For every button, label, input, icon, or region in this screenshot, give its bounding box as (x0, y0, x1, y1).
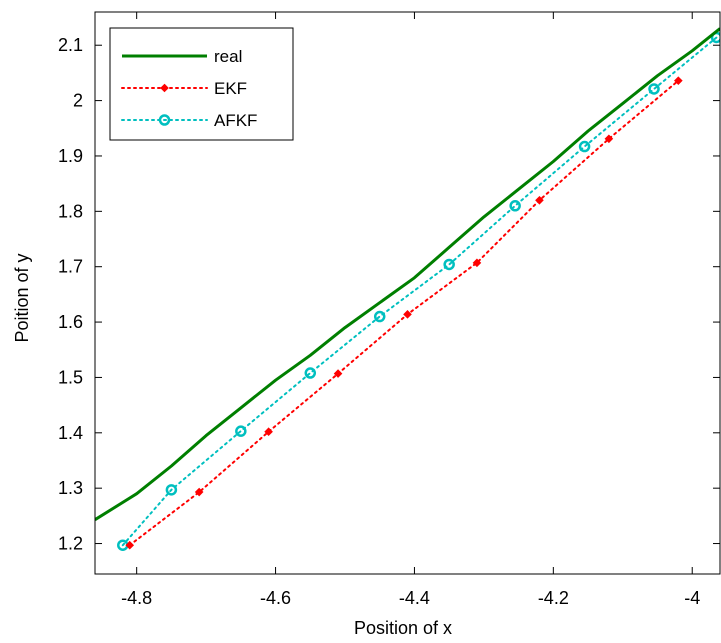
y-tick-label: 1.9 (58, 146, 83, 166)
data-point-ekf (472, 258, 482, 268)
y-tick-label: 1.2 (58, 534, 83, 554)
legend-label-afkf: AFKF (214, 111, 257, 130)
y-tick-label: 2.1 (58, 35, 83, 55)
y-tick-label: 1.5 (58, 367, 83, 387)
legend-marker-afkf (158, 114, 171, 126)
legend-item-real: real (122, 47, 242, 66)
y-tick-label: 1.6 (58, 312, 83, 332)
legend-marker-ekf (160, 83, 169, 93)
data-point-ekf (403, 310, 412, 319)
data-point-ekf (264, 427, 273, 437)
y-tick-label: 1.8 (58, 201, 83, 221)
series-layer (95, 27, 720, 551)
data-point-afkf (509, 200, 521, 212)
data-point-ekf (604, 134, 614, 144)
x-tick-label: -4.4 (399, 588, 430, 608)
y-tick-label: 1.7 (58, 257, 83, 277)
data-point-ekf (535, 195, 544, 205)
y-tick-label: 1.3 (58, 478, 83, 498)
data-point-afkf (443, 258, 455, 271)
data-point-afkf (648, 83, 660, 95)
plot-frame (94, 11, 721, 575)
legend-item-ekf: EKF (121, 79, 247, 98)
data-point-afkf (235, 425, 247, 437)
data-point-ekf (125, 540, 135, 550)
x-tick-label: -4.2 (538, 588, 569, 608)
series-line-afkf (121, 36, 718, 547)
legend-label-real: real (214, 47, 242, 66)
series-line-real (95, 27, 720, 521)
data-point-ekf (674, 76, 683, 85)
x-axis-label: Position of x (354, 618, 452, 638)
data-point-afkf (578, 140, 591, 153)
x-tick-label: -4.8 (121, 588, 152, 608)
legend-box (109, 27, 294, 141)
data-point-afkf (304, 367, 317, 379)
ticks-layer: -4.8 -4.6 -4.4 -4.2 -4 1.2 1.3 1.4 1.5 1.6 1.7 1.8 1… (58, 12, 720, 608)
series-afkf (117, 31, 720, 551)
x-tick-label: -4.6 (260, 588, 291, 608)
y-axis-label: Poition of y (12, 253, 32, 342)
legend-item-afkf: AFKF (121, 111, 257, 130)
data-point-ekf (333, 369, 343, 378)
x-tick-label: -4 (684, 588, 700, 608)
y-tick-label: 1.4 (58, 423, 83, 443)
series-real (95, 27, 720, 521)
series-ekf (125, 76, 683, 550)
y-tick-label: 2 (73, 91, 83, 111)
legend-label-ekf: EKF (214, 79, 247, 98)
data-point-afkf (165, 484, 178, 496)
data-point-ekf (194, 487, 204, 497)
data-point-afkf (373, 310, 386, 323)
legend: real EKF AFKF (109, 27, 294, 141)
